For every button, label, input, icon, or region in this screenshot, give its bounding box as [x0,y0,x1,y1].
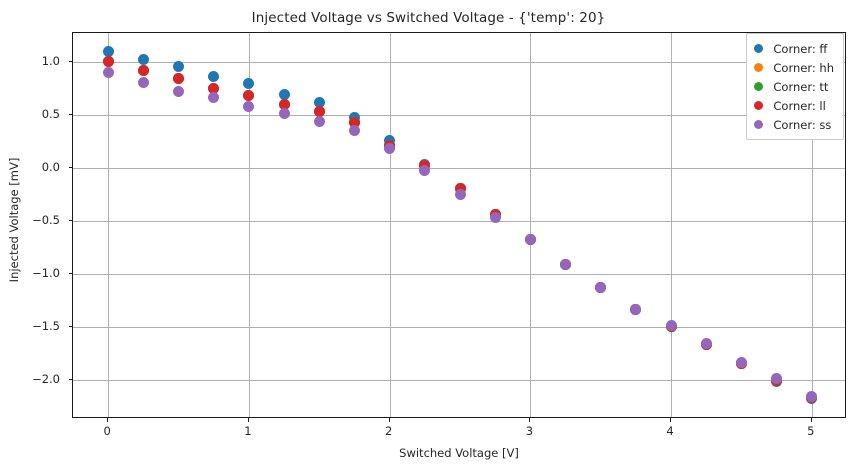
data-point [102,66,114,78]
data-point [560,258,572,270]
data-point [313,115,325,127]
data-point [278,98,290,110]
gridline-vertical [389,33,391,417]
y-axis-tick-label: 1.0 [41,53,60,68]
legend-marker-icon [754,63,764,72]
legend-marker-icon [754,101,764,110]
legend-item-label: Corner: ll [773,98,826,113]
legend-item[interactable]: Corner: ff [754,39,834,58]
y-axis-tick [68,378,72,380]
legend-marker-icon [754,44,764,53]
data-point [173,61,185,73]
data-point [313,97,325,109]
data-point [630,304,642,316]
x-axis-tick-label: 1 [244,424,252,438]
y-axis-tick [68,113,72,115]
data-point [173,73,185,85]
data-point [243,78,255,90]
data-point [102,45,114,57]
data-point [384,143,396,155]
x-axis-tick [107,418,109,422]
legend-item-label: Corner: tt [773,79,829,94]
data-point [137,64,149,76]
data-point [419,165,431,177]
data-point [700,338,712,350]
x-axis-tick-label: 2 [384,424,393,438]
data-point [806,391,818,403]
y-axis-tick-label: −1.0 [32,265,60,280]
data-point [348,125,360,137]
gridline-horizontal [73,61,845,63]
x-axis-tick [247,418,249,422]
y-axis-label: Injected Voltage [mV] [7,157,21,283]
gridline-vertical [811,33,813,417]
x-axis-tick [670,418,672,422]
y-axis-tick [68,325,72,327]
gridline-vertical [671,33,673,417]
y-axis-tick [68,272,72,274]
data-point [243,90,255,102]
gridline-horizontal [73,273,845,275]
x-axis-tick-label: 4 [666,424,674,438]
data-point [278,89,290,100]
x-axis-label: Switched Voltage [V] [399,446,519,460]
x-axis-tick [810,418,812,422]
y-axis-tick-label: 0.0 [41,159,60,174]
data-point [489,212,501,224]
gridline-vertical [108,33,110,417]
data-point [208,82,220,94]
gridline-horizontal [73,326,845,328]
legend-item[interactable]: Corner: tt [754,77,834,96]
legend-item[interactable]: Corner: hh [754,58,834,77]
legend-item-label: Corner: ff [773,41,828,56]
chart-title: Injected Voltage vs Switched Voltage - {… [251,10,606,26]
data-point [278,108,290,120]
data-point [454,188,466,200]
x-axis-tick-label: 3 [525,424,534,438]
x-axis-tick-label: 5 [807,424,815,438]
data-point [524,234,536,246]
legend-marker-icon [754,82,764,91]
legend-marker-icon [754,120,764,129]
data-point [137,54,149,65]
x-axis-tick-label: 0 [103,424,111,438]
gridline-vertical [530,33,532,417]
legend-item-label: Corner: hh [773,60,834,75]
x-axis-tick [529,418,531,422]
data-point [208,70,220,82]
data-point [665,320,677,332]
data-point [348,116,360,128]
data-point [595,282,607,293]
legend-item[interactable]: Corner: ll [754,96,834,115]
y-axis-tick [68,166,72,168]
grid-layer [73,33,845,417]
gridline-horizontal [73,114,845,116]
data-point [735,357,747,369]
plot-area [72,32,846,418]
gridline-vertical [248,33,250,417]
x-axis-tick [388,418,390,422]
legend-item-label: Corner: ss [773,117,832,132]
data-point [313,105,325,117]
y-axis-tick-label: −0.5 [32,212,60,227]
data-point [137,77,149,89]
gridline-horizontal [73,379,845,381]
data-point [208,92,220,104]
data-point [771,373,783,385]
y-axis-tick-label: −1.5 [32,318,60,333]
y-axis-tick-label: −2.0 [32,371,60,386]
gridline-horizontal [73,167,845,169]
data-point [243,100,255,112]
data-points-layer [73,33,845,417]
data-point [173,85,185,97]
y-axis-tick [68,219,72,221]
data-point [102,56,114,68]
y-axis-tick-label: 0.5 [41,106,60,121]
legend-item[interactable]: Corner: ss [754,115,834,134]
y-axis-tick [68,60,72,62]
chart-legend[interactable]: Corner: ff Corner: hh Corner: tt Corner: ll… [746,33,844,140]
gridline-horizontal [73,220,845,222]
